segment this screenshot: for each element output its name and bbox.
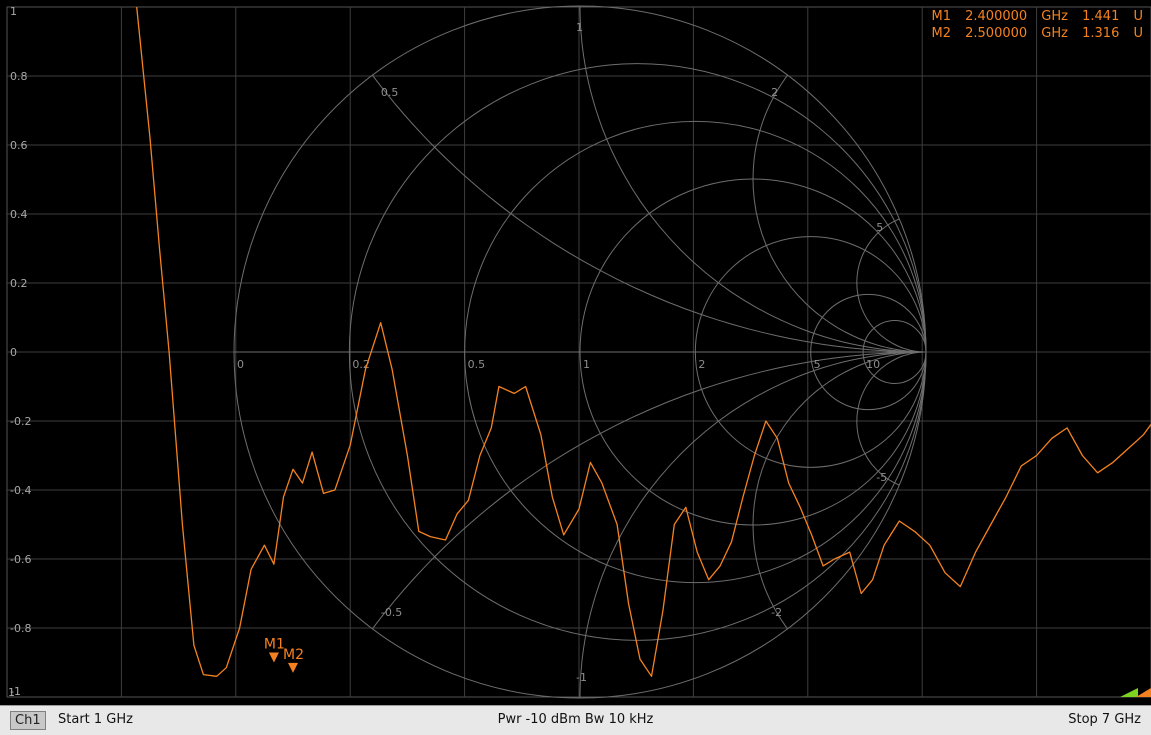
smith-real-label: 0	[237, 358, 244, 371]
marker-label: M2	[283, 647, 304, 663]
marker-readout-m2: M2 2.500000 GHz 1.316 U	[931, 26, 1143, 41]
smith-real-label: 2	[698, 358, 705, 371]
marker-readout: M1 2.400000 GHz 1.441 U M2 2.500000 GHz …	[931, 8, 1143, 42]
marker-readout-m1: M1 2.400000 GHz 1.441 U	[931, 9, 1143, 24]
marker-label: M1	[264, 637, 285, 653]
smith-real-label: 1	[583, 358, 590, 371]
y-tick-label: 0.8	[10, 70, 28, 83]
smith-imag-label: -1	[576, 671, 587, 684]
smith-imag-label: 1	[576, 21, 583, 34]
smith-real-label: 0.5	[468, 358, 486, 371]
y-tick-label: -0.2	[10, 415, 31, 428]
smith-imag-label: 2	[771, 86, 778, 99]
smith-imag-label: -2	[771, 606, 782, 619]
trace-layer	[136, 6, 1151, 677]
trace-line	[136, 6, 1151, 677]
y-tick-label: -1	[10, 685, 21, 698]
y-tick-label: -0.8	[10, 622, 31, 635]
y-tick-label: 0.2	[10, 277, 28, 290]
channel-badge[interactable]: Ch1	[10, 711, 46, 730]
smith-imag-label: 0.5	[381, 86, 399, 99]
y-tick-labels: 1 0.8 0.6 0.4 0.2 0 -0.2 -0.4 -0.6 -0.8 -1	[10, 5, 31, 698]
start-frequency[interactable]: Start 1 GHz	[58, 712, 133, 727]
grid-lines	[6, 6, 1151, 698]
smith-resistance-circle	[862, 320, 927, 384]
smith-reactance-arc	[856, 351, 926, 486]
y-tick-label: 0.4	[10, 208, 28, 221]
smith-imag-label: 5	[876, 221, 883, 234]
y-tick-label: 0	[10, 346, 17, 359]
smith-real-label: 10	[866, 358, 880, 371]
y-tick-label: 1	[10, 5, 17, 18]
y-tick-label: -0.6	[10, 553, 31, 566]
power-bandwidth[interactable]: Pwr -10 dBm Bw 10 kHz	[497, 712, 654, 727]
smith-reactance-arc	[856, 218, 926, 353]
smith-real-label: 5	[814, 358, 821, 371]
limit-indicator-orange	[1136, 688, 1151, 697]
y-tick-label: 0.6	[10, 139, 28, 152]
smith-imag-label: -0.5	[381, 606, 402, 619]
reference-marker: 1	[8, 686, 15, 699]
stop-frequency[interactable]: Stop 7 GHz	[1068, 712, 1141, 727]
status-bar: Ch1 Start 1 GHz Pwr -10 dBm Bw 10 kHz St…	[0, 705, 1151, 735]
marker-triangle	[288, 662, 298, 673]
smith-chart-plot[interactable]: 0 0.2 0.5 1 2 5 10 0.5 1 2 5 -0.5 -1 -2 -5 1 0.8 0.6 0.4 0…	[0, 0, 1151, 705]
smith-imag-label: -5	[876, 471, 887, 484]
limit-indicator-green	[1120, 688, 1138, 697]
y-tick-label: -0.4	[10, 484, 31, 497]
marker-triangle	[268, 652, 279, 663]
